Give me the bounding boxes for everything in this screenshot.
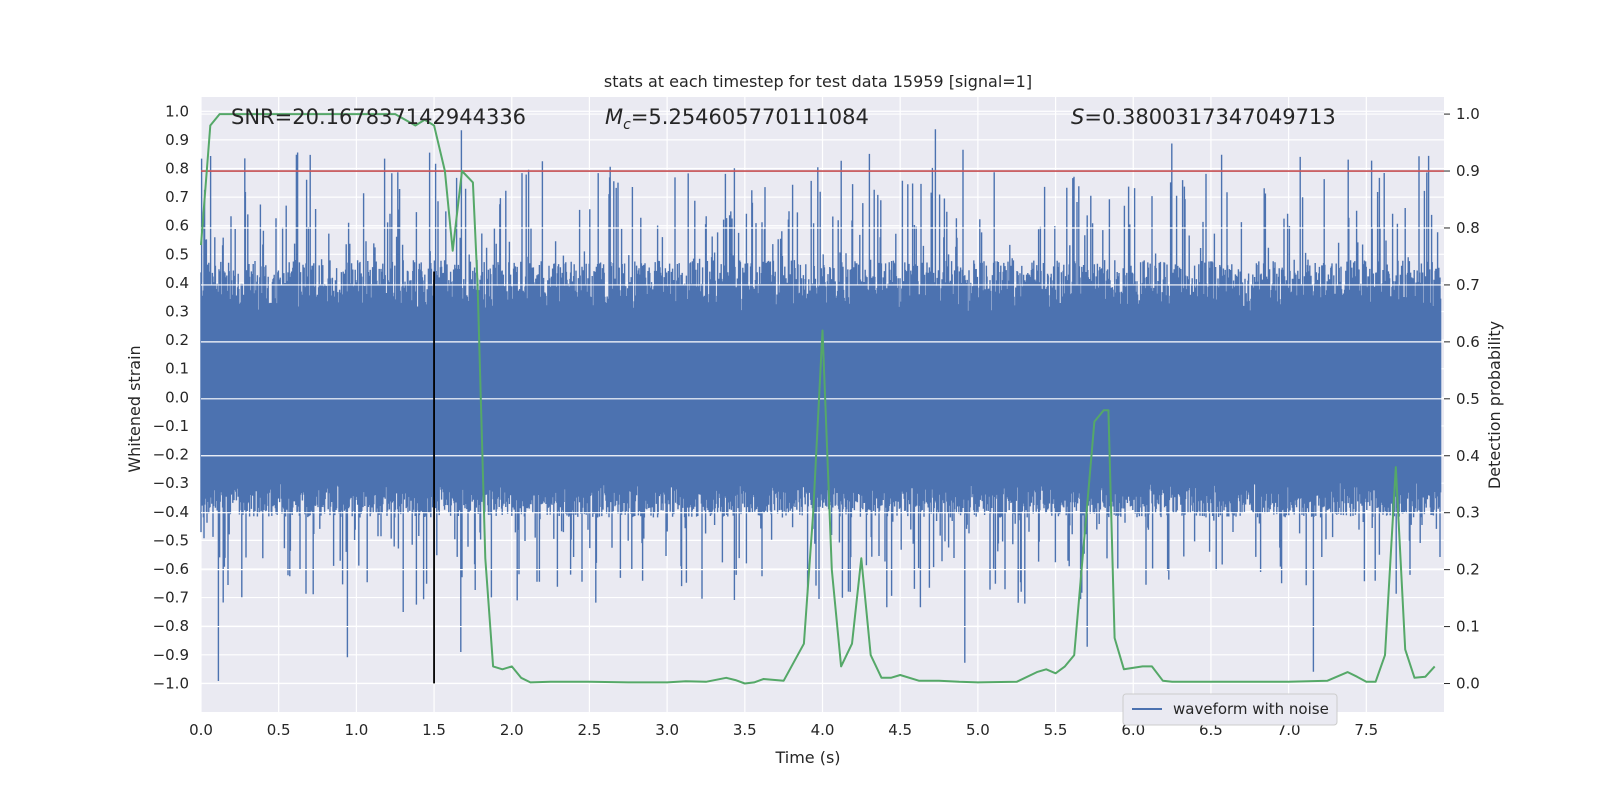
- legend-box: [1122, 693, 1338, 726]
- x-tick-label: 4.0: [811, 721, 835, 739]
- x-tick-label: 1.5: [422, 721, 446, 739]
- probability-line: [200, 113, 1436, 685]
- x-tick-label: 7.5: [1354, 721, 1378, 739]
- series-detection-probability: [200, 113, 1436, 685]
- y-tick-label: −0.2: [153, 446, 189, 464]
- y2-tick-label: 0.0: [1456, 675, 1480, 693]
- y-axis-ticks: 1.0 0.9 0.8 0.7 0.6 0.5 0.4 0.3 0.2 0.1 0.0 −0.1 −0.…: [153, 102, 189, 692]
- y-tick-label: 0.0: [165, 388, 189, 406]
- y-tick-label: 1.0: [165, 102, 189, 120]
- y-tick-label: −0.7: [153, 589, 189, 607]
- chirp-mass-annotation: Mc=5.254605770111084: [605, 105, 869, 133]
- y-tick-label: −0.1: [153, 417, 189, 435]
- y2-tick-label: 0.4: [1456, 447, 1480, 465]
- y-tick-label: 0.2: [165, 331, 189, 349]
- y-axis-label: Whitened strain: [125, 345, 144, 472]
- y2-axis-label: Detection probability: [1485, 321, 1504, 489]
- y2-tick-label: 0.1: [1456, 618, 1480, 636]
- y-tick-label: −0.8: [153, 617, 189, 635]
- y-tick-label: −0.5: [153, 531, 189, 549]
- legend: waveform with noise: [1122, 693, 1338, 726]
- y-tick-label: 0.9: [165, 131, 189, 149]
- x-tick-label: 3.0: [655, 721, 679, 739]
- x-tick-label: 0.5: [267, 721, 291, 739]
- y2-tick-label: 0.3: [1456, 504, 1480, 522]
- y-tick-label: 0.7: [165, 188, 189, 206]
- x-tick-label: 5.5: [1044, 721, 1068, 739]
- y2-tick-label: 0.2: [1456, 561, 1480, 579]
- spin-annotation: S=0.3800317347049713: [1071, 105, 1336, 129]
- y-tick-label: −0.6: [153, 560, 189, 578]
- y-tick-label: −0.9: [153, 646, 189, 664]
- y2-axis-ticks: 1.0 0.9 0.8 0.7 0.6 0.5 0.4 0.3 0.2 0.1 0.0: [1444, 105, 1480, 693]
- y-tick-label: 0.1: [165, 360, 189, 378]
- x-axis-label: Time (s): [774, 748, 840, 767]
- y-tick-label: −0.3: [153, 474, 189, 492]
- x-tick-label: 4.5: [888, 721, 912, 739]
- legend-label-waveform: waveform with noise: [1173, 700, 1329, 718]
- x-tick-label: 3.5: [733, 721, 757, 739]
- y-tick-label: 0.3: [165, 303, 189, 321]
- x-tick-label: 2.0: [500, 721, 524, 739]
- y-tick-label: 0.6: [165, 217, 189, 235]
- y2-tick-label: 1.0: [1456, 105, 1480, 123]
- x-tick-label: 5.0: [966, 721, 990, 739]
- y-tick-label: 0.5: [165, 245, 189, 263]
- chart-title: stats at each timestep for test data 159…: [604, 72, 1032, 91]
- snr-annotation: SNR=20.167837142944336: [231, 105, 526, 129]
- x-tick-label: 1.0: [344, 721, 368, 739]
- reference-lines: [201, 170, 1444, 684]
- y-tick-label: −1.0: [153, 674, 189, 692]
- y2-tick-label: 0.5: [1456, 390, 1480, 408]
- y2-tick-label: 0.7: [1456, 276, 1480, 294]
- y-tick-label: −0.4: [153, 503, 189, 521]
- y2-tick-label: 0.8: [1456, 219, 1480, 237]
- y-tick-label: 0.4: [165, 274, 189, 292]
- y2-tick-label: 0.6: [1456, 333, 1480, 351]
- x-tick-label: 0.0: [189, 721, 213, 739]
- y2-tick-label: 0.9: [1456, 162, 1480, 180]
- y-tick-label: 0.8: [165, 160, 189, 178]
- x-tick-label: 2.5: [578, 721, 602, 739]
